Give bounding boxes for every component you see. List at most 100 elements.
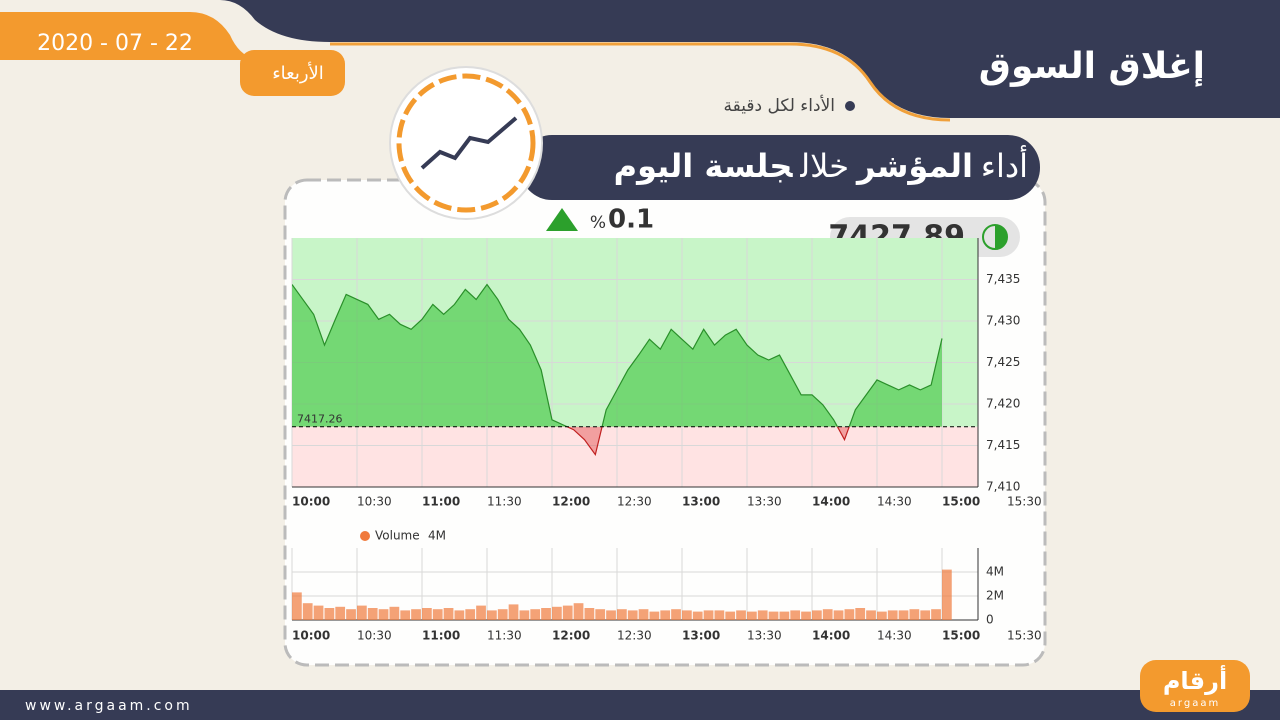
volume-bar — [595, 609, 606, 620]
volume-bar — [638, 609, 649, 620]
volume-bar — [725, 611, 736, 620]
headline-part: خلال — [800, 147, 850, 185]
x-tick-label: 12:00 — [552, 495, 590, 509]
volume-bar — [378, 609, 389, 620]
day: الأربعاء — [272, 62, 324, 84]
volume-bar — [920, 610, 931, 620]
bullet — [845, 101, 855, 111]
volume-bar — [692, 611, 703, 620]
volume-bar — [822, 609, 833, 620]
area-down — [567, 426, 850, 455]
note: الأداء لكل دقيقة — [724, 95, 836, 116]
icon-graph — [420, 116, 518, 170]
change: 0.1 — [608, 205, 654, 235]
volume-bar — [313, 605, 324, 620]
volume-bar — [790, 610, 801, 620]
volume-bar — [324, 608, 335, 620]
volume-bar — [887, 610, 898, 620]
volume-bar — [454, 610, 465, 620]
logo-latin: argaam — [1170, 698, 1220, 709]
volume-bar — [617, 609, 627, 620]
baseline-label: 7417.26 — [297, 413, 343, 426]
volume-bar — [302, 603, 313, 620]
volume-bar — [292, 592, 302, 620]
volume-bar — [714, 610, 725, 620]
y-tick-label: 7,430 — [986, 314, 1020, 328]
volume-bar — [757, 610, 768, 620]
x-tick-label: 12:30 — [617, 629, 652, 643]
volume-bar — [909, 609, 920, 620]
volume-bar — [573, 603, 584, 620]
y-tick-label: 7,420 — [986, 397, 1020, 411]
volume-bar — [357, 605, 367, 620]
x-tick-label: 11:00 — [422, 495, 460, 509]
volume-bar — [389, 606, 400, 620]
volume-bar — [898, 610, 909, 620]
volume-bar — [400, 610, 411, 620]
volume-bar — [844, 609, 855, 620]
status-icon — [995, 225, 1007, 249]
x-tick-label: 14:30 — [877, 495, 912, 509]
x-tick-label: 11:30 — [487, 629, 522, 643]
logo: أرقام — [1163, 665, 1227, 695]
headline-part: جلسة اليوم — [613, 147, 793, 185]
volume-bar — [346, 609, 356, 620]
x-tick-label: 14:00 — [812, 629, 850, 643]
volume-bar — [931, 609, 941, 620]
volume-bar — [519, 610, 530, 620]
volume-bar — [779, 611, 790, 620]
volume-bar — [335, 606, 346, 620]
volume-bar — [768, 611, 779, 620]
legend-value: 4M — [428, 529, 446, 543]
x-tick-label: 13:30 — [747, 629, 782, 643]
volume-bar — [552, 606, 562, 620]
volume-bar — [866, 610, 876, 620]
y-tick-label: 4M — [986, 565, 1004, 579]
volume-bar — [584, 608, 595, 620]
website: www.argaam.com — [25, 698, 193, 714]
x-tick-label: 13:00 — [682, 629, 720, 643]
volume-bar — [367, 608, 378, 620]
volume-bar — [530, 609, 541, 620]
volume-bar — [411, 609, 421, 620]
headline: أداءالمؤشرخلالجلسة اليوم — [606, 147, 1028, 185]
icon-ring — [396, 73, 536, 213]
change-unit: % — [590, 213, 606, 233]
x-tick-label: 15:00 — [942, 495, 980, 509]
volume-bar — [812, 610, 822, 620]
date: 2020 - 07 - 22 — [37, 31, 193, 56]
volume-bar — [487, 610, 497, 620]
line-up — [292, 283, 943, 427]
volume-bar — [432, 609, 443, 620]
volume-bar — [497, 609, 508, 620]
volume-bar — [855, 608, 866, 620]
y-tick-label: 0 — [986, 613, 994, 627]
x-tick-label: 10:00 — [292, 495, 330, 509]
headline-part: أداء — [980, 147, 1028, 185]
volume-bar — [877, 611, 887, 620]
volume-bar — [422, 608, 432, 620]
x-tick-label: 12:30 — [617, 495, 652, 509]
volume-bar — [671, 609, 681, 620]
x-tick-label: 10:30 — [357, 495, 392, 509]
y-tick-label: 7,425 — [986, 355, 1020, 369]
volume-bar — [649, 611, 660, 620]
volume-bar — [660, 610, 671, 620]
y-tick-label: 7,410 — [986, 480, 1020, 494]
volume-bar — [682, 610, 692, 620]
day-tab — [240, 50, 345, 96]
x-tick-label: 15:00 — [942, 629, 980, 643]
footer-bar — [0, 690, 1280, 720]
x-tick-label: 10:30 — [357, 629, 392, 643]
volume-bar — [476, 605, 486, 620]
up-arrow — [546, 208, 578, 231]
volume-bar — [606, 610, 616, 620]
y-tick-label: 7,435 — [986, 272, 1020, 286]
x-tick-label: 11:30 — [487, 495, 522, 509]
y-tick-label: 2M — [986, 589, 1004, 603]
x-tick-label: 14:00 — [812, 495, 850, 509]
volume-bar — [627, 610, 638, 620]
headline-part: المؤشر — [857, 147, 973, 185]
